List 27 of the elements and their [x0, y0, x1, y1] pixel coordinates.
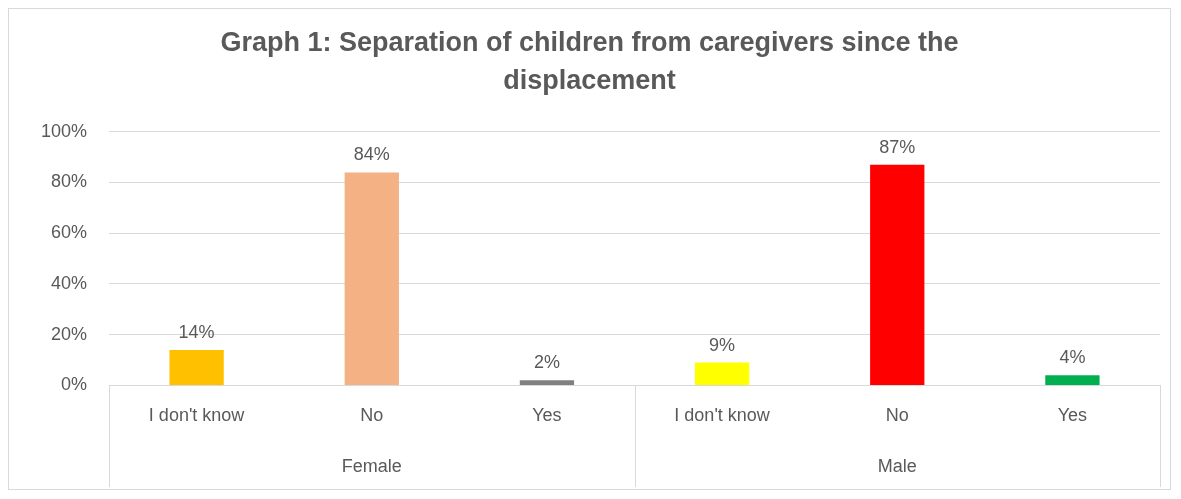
data-label: 2%: [533, 352, 560, 373]
bar: [1045, 375, 1100, 385]
bar: [344, 172, 399, 385]
y-tick-label: 40%: [51, 272, 88, 293]
bar: [870, 164, 925, 385]
y-tick-label: 0%: [61, 374, 88, 395]
y-tick-label: 60%: [51, 222, 88, 243]
x-tick-label: I don't know: [674, 405, 771, 426]
y-tick-label: 100%: [40, 120, 88, 141]
text: Male: [877, 455, 917, 476]
text: Female: [341, 455, 402, 476]
y-tick-label: 20%: [51, 323, 88, 344]
chart-title: Graph 1: Separation of children from caregivers since the displacement: [219, 26, 960, 97]
bar: [519, 380, 575, 385]
data-label: 14%: [178, 321, 215, 342]
data-label: 87%: [879, 136, 916, 157]
x-tick-label: No: [360, 405, 384, 426]
y-tick-label: 80%: [51, 171, 88, 192]
data-label: 84%: [353, 144, 390, 165]
bar: [694, 362, 750, 385]
bar: [169, 349, 224, 385]
x-tick-label: Yes: [1057, 405, 1088, 426]
x-tick-label: No: [885, 405, 909, 426]
x-tick-label: Yes: [532, 405, 562, 426]
x-tick-label: I don't know: [148, 405, 246, 426]
data-label: 4%: [1059, 347, 1086, 368]
data-label: 9%: [709, 334, 736, 355]
